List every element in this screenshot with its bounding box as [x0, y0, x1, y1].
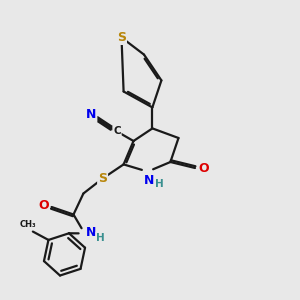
- Text: H: H: [154, 179, 164, 189]
- Text: N: N: [144, 174, 154, 187]
- Text: O: O: [198, 161, 209, 175]
- Text: N: N: [86, 226, 96, 239]
- Text: O: O: [38, 199, 49, 212]
- Text: CH₃: CH₃: [20, 220, 37, 230]
- Text: S: S: [117, 31, 126, 44]
- Text: N: N: [86, 108, 96, 122]
- Text: S: S: [98, 172, 107, 185]
- Text: C: C: [113, 126, 121, 136]
- Text: H: H: [96, 232, 105, 243]
